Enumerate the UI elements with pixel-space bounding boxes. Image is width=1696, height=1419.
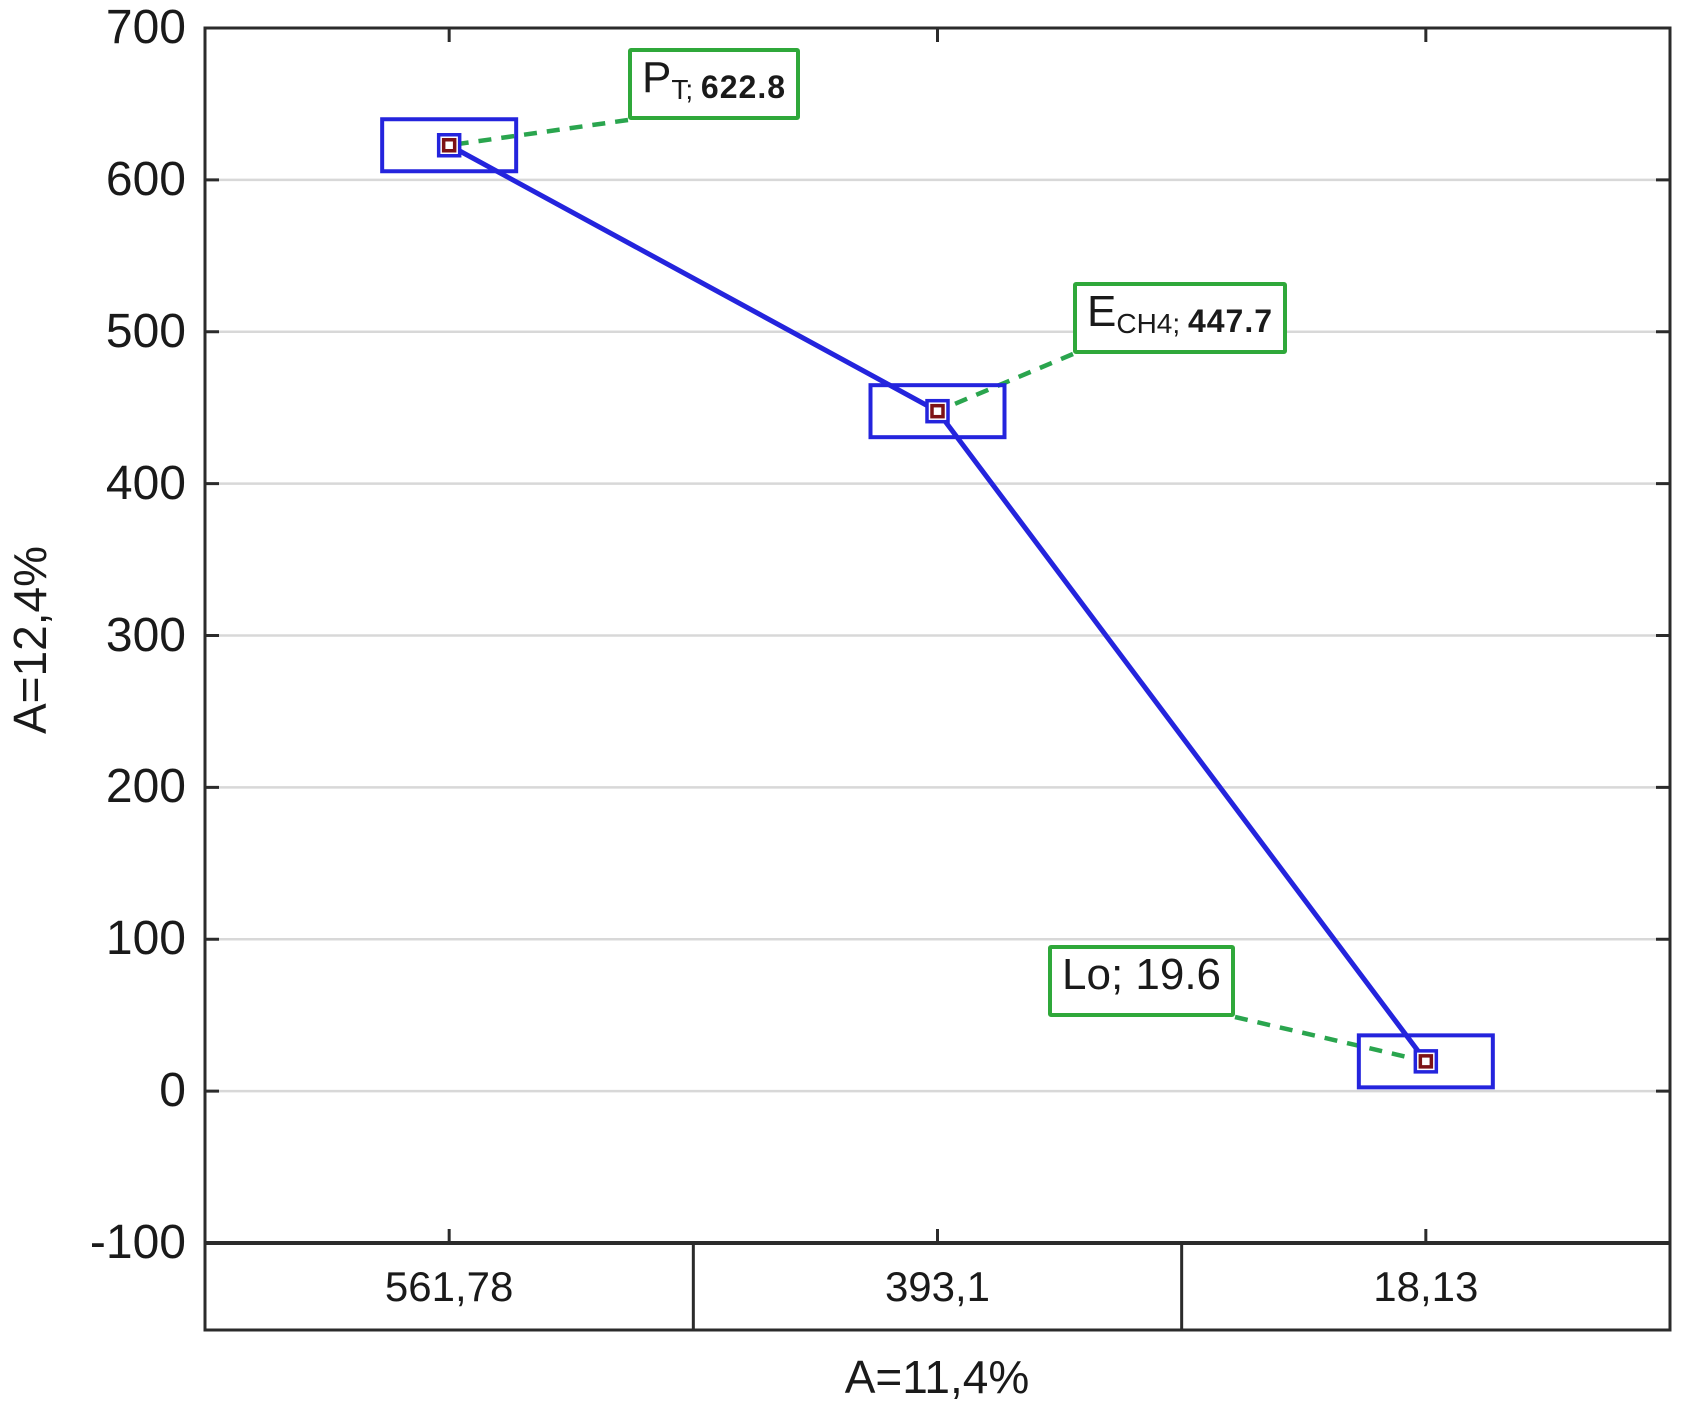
- y-axis-title: A=12,4%: [4, 546, 56, 734]
- leader-line: [1234, 1014, 1427, 1064]
- x-axis-title: A=11,4%: [844, 1351, 1030, 1403]
- leader-line: [448, 117, 629, 148]
- category-label: 393,1: [884, 1262, 991, 1310]
- annotation-main-text: Lo; 19.6: [1062, 950, 1222, 999]
- y-tick-label: 500: [105, 304, 186, 358]
- y-tick-label: 0: [159, 1064, 186, 1118]
- y-tick-label: 400: [105, 456, 186, 510]
- annotation-main-text: E: [1087, 287, 1117, 336]
- y-tick-label: 300: [105, 608, 186, 662]
- leader-line: [936, 351, 1074, 414]
- annotation-box: PT; 622.8: [628, 48, 800, 120]
- data-point-marker-inner: [930, 403, 945, 419]
- y-tick-label: 700: [105, 1, 186, 54]
- annotation-subscript-text: CH4;: [1116, 308, 1188, 339]
- highlight-box: [1356, 1033, 1495, 1090]
- data-point-marker-inner: [441, 137, 457, 153]
- category-label: 18,13: [1373, 1262, 1479, 1310]
- annotation-value-text: 622.8: [700, 69, 786, 105]
- annotation-main-text: P: [642, 53, 672, 102]
- annotation-subscript-text: T;: [671, 74, 701, 105]
- annotation-box: Lo; 19.6: [1048, 945, 1236, 1017]
- highlight-box: [868, 383, 1007, 440]
- plot-frame: [203, 26, 1672, 1332]
- data-point-marker-inner: [1418, 1054, 1434, 1069]
- annotation-box: ECH4; 447.7: [1073, 282, 1288, 354]
- y-tick-label: 600: [105, 152, 186, 206]
- highlight-box: [380, 117, 519, 174]
- y-tick-label: 200: [105, 760, 186, 814]
- y-tick-label: 100: [105, 912, 186, 966]
- y-tick-label: -100: [89, 1216, 186, 1269]
- category-label: 561,78: [384, 1262, 514, 1310]
- annotation-value-text: 447.7: [1187, 303, 1274, 339]
